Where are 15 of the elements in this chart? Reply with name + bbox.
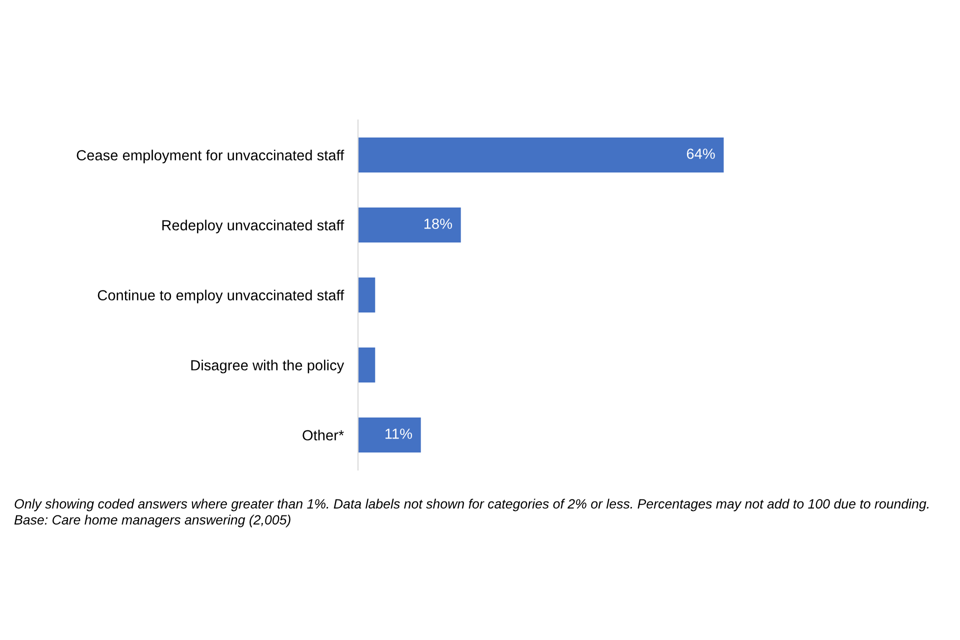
bar (358, 418, 421, 452)
bar (358, 208, 461, 242)
data-label: 11% (386, 428, 412, 439)
data-label: 18% (424, 218, 452, 229)
text: Base: Care home managers answering (2,005) (14, 514, 290, 528)
y-tick-label: Redeploy unvaccinated staff (162, 220, 344, 234)
data-label: 64% (686, 148, 715, 159)
bar (358, 278, 376, 312)
bar (358, 138, 724, 172)
y-tick-label: Disagree with the policy (191, 360, 344, 374)
y-tick-label: Cease employment for unvaccinated staff (76, 150, 344, 164)
y-tick-label: Continue to employ unvaccinated staff (98, 290, 344, 304)
bar (358, 348, 376, 382)
text: Only showing coded answers where greater than 1%. Data labels not shown for categories of 2% or less. Percentages may not add to 100 due to rounding. (14, 498, 928, 512)
y-tick-label: Other* (302, 430, 344, 440)
